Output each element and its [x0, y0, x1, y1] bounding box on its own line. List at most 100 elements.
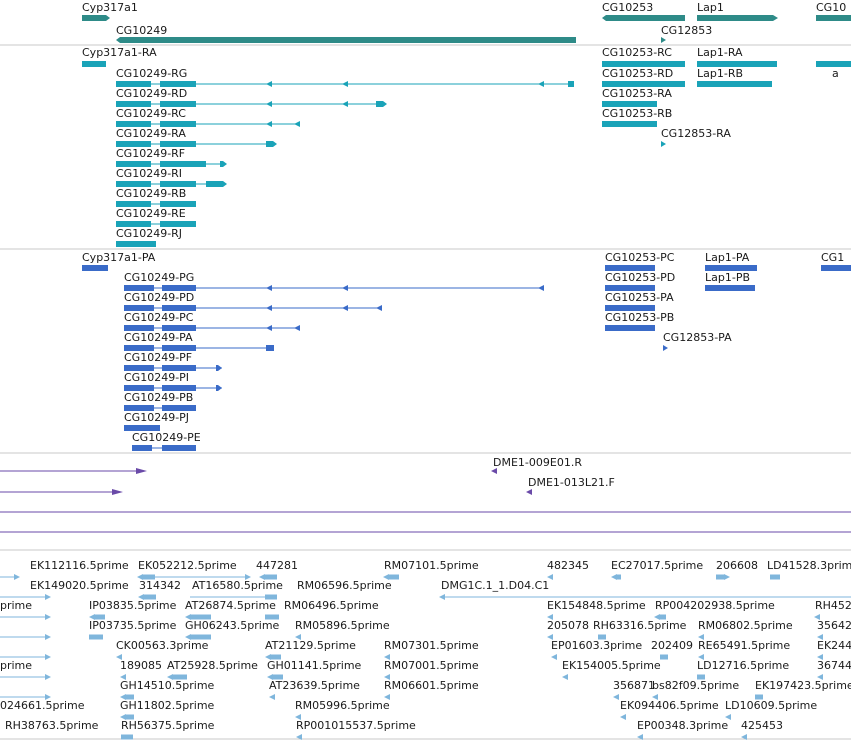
transcript-exon[interactable]	[266, 141, 277, 147]
transcript-cg12853-ra[interactable]: CG12853-RA	[661, 127, 731, 147]
transcript-cg10249-re[interactable]: CG10249-RE	[116, 207, 196, 227]
protein-exon[interactable]	[342, 285, 348, 291]
transcript-cg10253-ra[interactable]: CG10253-RA	[602, 87, 672, 107]
transcript-exon[interactable]	[816, 61, 851, 67]
transcript-cg10249-rg[interactable]: CG10249-RG	[116, 67, 574, 87]
transcript-cg10253-rd[interactable]: CG10253-RD	[602, 67, 685, 87]
transcript-exon[interactable]	[160, 121, 196, 127]
protein-cg10249-pd[interactable]: CG10249-PD	[124, 291, 382, 311]
protein-exon[interactable]	[266, 345, 274, 351]
protein-cg10249-pb[interactable]: CG10249-PB	[124, 391, 196, 411]
primer-dme1-013l21f[interactable]: DME1-013L21.F	[526, 476, 615, 495]
protein-cg10249-pf[interactable]: CG10249-PF	[124, 351, 222, 371]
protein-partial-right[interactable]: CG1	[821, 251, 851, 271]
protein-lap1-pa[interactable]: Lap1-PA	[705, 251, 757, 271]
gene-lap1[interactable]: Lap1	[697, 1, 778, 21]
transcript-exon[interactable]	[376, 101, 387, 107]
protein-exon[interactable]	[162, 285, 196, 291]
transcript-exon[interactable]	[160, 221, 196, 227]
protein-lap1-pb[interactable]: Lap1-PB	[705, 271, 755, 291]
transcript-exon[interactable]	[160, 181, 196, 187]
transcript-partial-right[interactable]: a	[816, 61, 851, 80]
transcript-cyp317a1-ra[interactable]: Cyp317a1-RA	[82, 46, 157, 67]
transcript-exon[interactable]	[697, 61, 777, 67]
gene-cyp317a1[interactable]: Cyp317a1	[82, 1, 138, 21]
protein-exon[interactable]	[266, 285, 272, 291]
protein-exon[interactable]	[124, 405, 154, 411]
protein-exon[interactable]	[162, 385, 196, 391]
protein-cg10253-pb[interactable]: CG10253-PB	[605, 311, 674, 331]
est-features[interactable]	[0, 574, 851, 740]
protein-exon[interactable]	[663, 345, 668, 351]
protein-exon[interactable]	[538, 285, 544, 291]
transcript-cg10249-rb[interactable]: CG10249-RB	[116, 187, 196, 207]
transcript-exon[interactable]	[206, 181, 227, 187]
transcript-exon[interactable]	[538, 81, 544, 87]
gene-bar[interactable]	[602, 15, 685, 21]
protein-exon[interactable]	[162, 305, 196, 311]
transcript-exon[interactable]	[116, 241, 156, 247]
gene-bar[interactable]	[816, 15, 851, 21]
primer-arrow-1[interactable]	[0, 468, 147, 474]
protein-exon[interactable]	[266, 305, 272, 311]
transcript-exon[interactable]	[266, 101, 272, 107]
transcript-exon[interactable]	[160, 81, 196, 87]
transcript-exon[interactable]	[602, 121, 657, 127]
transcript-exon[interactable]	[342, 101, 348, 107]
protein-exon[interactable]	[162, 445, 196, 451]
protein-cg12853-pa[interactable]: CG12853-PA	[663, 331, 732, 351]
transcript-cg10249-rd[interactable]: CG10249-RD	[116, 87, 387, 107]
transcript-exon[interactable]	[160, 141, 196, 147]
transcript-exon[interactable]	[602, 81, 685, 87]
transcript-cg10249-ra[interactable]: CG10249-RA	[116, 127, 277, 147]
protein-cg10249-pj[interactable]: CG10249-PJ	[124, 411, 189, 431]
protein-cg10249-pg[interactable]: CG10249-PG	[124, 271, 544, 291]
protein-exon[interactable]	[605, 285, 655, 291]
protein-exon[interactable]	[124, 385, 154, 391]
protein-exon[interactable]	[124, 325, 154, 331]
transcript-exon[interactable]	[266, 121, 272, 127]
gene-bar[interactable]	[661, 37, 666, 43]
protein-exon[interactable]	[124, 345, 154, 351]
gene-cg10253[interactable]: CG10253	[602, 1, 685, 21]
gene-bar[interactable]	[82, 15, 110, 21]
protein-exon[interactable]	[124, 305, 154, 311]
protein-exon[interactable]	[605, 325, 655, 331]
protein-exon[interactable]	[216, 365, 222, 371]
transcript-cg10249-ri[interactable]: CG10249-RI	[116, 167, 227, 187]
transcript-lap1-ra[interactable]: Lap1-RA	[697, 46, 777, 67]
protein-exon[interactable]	[342, 305, 348, 311]
transcript-exon[interactable]	[116, 121, 151, 127]
protein-cg10249-pe[interactable]: CG10249-PE	[132, 431, 201, 451]
transcript-exon[interactable]	[342, 81, 348, 87]
transcript-exon[interactable]	[116, 221, 151, 227]
gene-cg12853[interactable]: CG12853	[661, 24, 712, 43]
transcript-exon[interactable]	[697, 81, 772, 87]
protein-exon[interactable]	[124, 425, 160, 431]
protein-exon[interactable]	[132, 445, 152, 451]
primer-arrow-2[interactable]	[0, 489, 123, 495]
transcript-lap1-rb[interactable]: Lap1-RB	[697, 67, 772, 87]
protein-exon[interactable]	[266, 325, 272, 331]
protein-cg10249-pi[interactable]: CG10249-PI	[124, 371, 222, 391]
transcript-exon[interactable]	[116, 181, 151, 187]
transcript-exon[interactable]	[116, 141, 151, 147]
protein-cg10253-pa[interactable]: CG10253-PA	[605, 291, 674, 311]
protein-exon[interactable]	[705, 265, 757, 271]
protein-exon[interactable]	[162, 325, 196, 331]
protein-cyp317a1-pa[interactable]: Cyp317a1-PA	[82, 251, 156, 271]
protein-exon[interactable]	[162, 405, 196, 411]
protein-exon[interactable]	[216, 385, 222, 391]
transcript-exon[interactable]	[116, 81, 151, 87]
primer-dme1-009e01r[interactable]: DME1-009E01.R	[491, 456, 582, 474]
transcript-exon[interactable]	[82, 61, 106, 67]
transcript-exon[interactable]	[160, 101, 196, 107]
gene-cg10-partial[interactable]: CG10	[816, 1, 851, 21]
gene-bar[interactable]	[116, 37, 576, 43]
transcript-exon[interactable]	[160, 161, 206, 167]
transcript-exon[interactable]	[266, 81, 272, 87]
protein-exon[interactable]	[705, 285, 755, 291]
gene-bar[interactable]	[697, 15, 778, 21]
protein-exon[interactable]	[821, 265, 851, 271]
transcript-cg10253-rc[interactable]: CG10253-RC	[602, 46, 685, 67]
